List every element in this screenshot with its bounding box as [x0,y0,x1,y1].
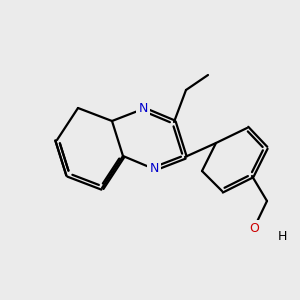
Text: N: N [138,103,148,116]
Text: H: H [278,230,287,244]
Text: N: N [149,163,159,176]
Text: O: O [249,221,259,235]
